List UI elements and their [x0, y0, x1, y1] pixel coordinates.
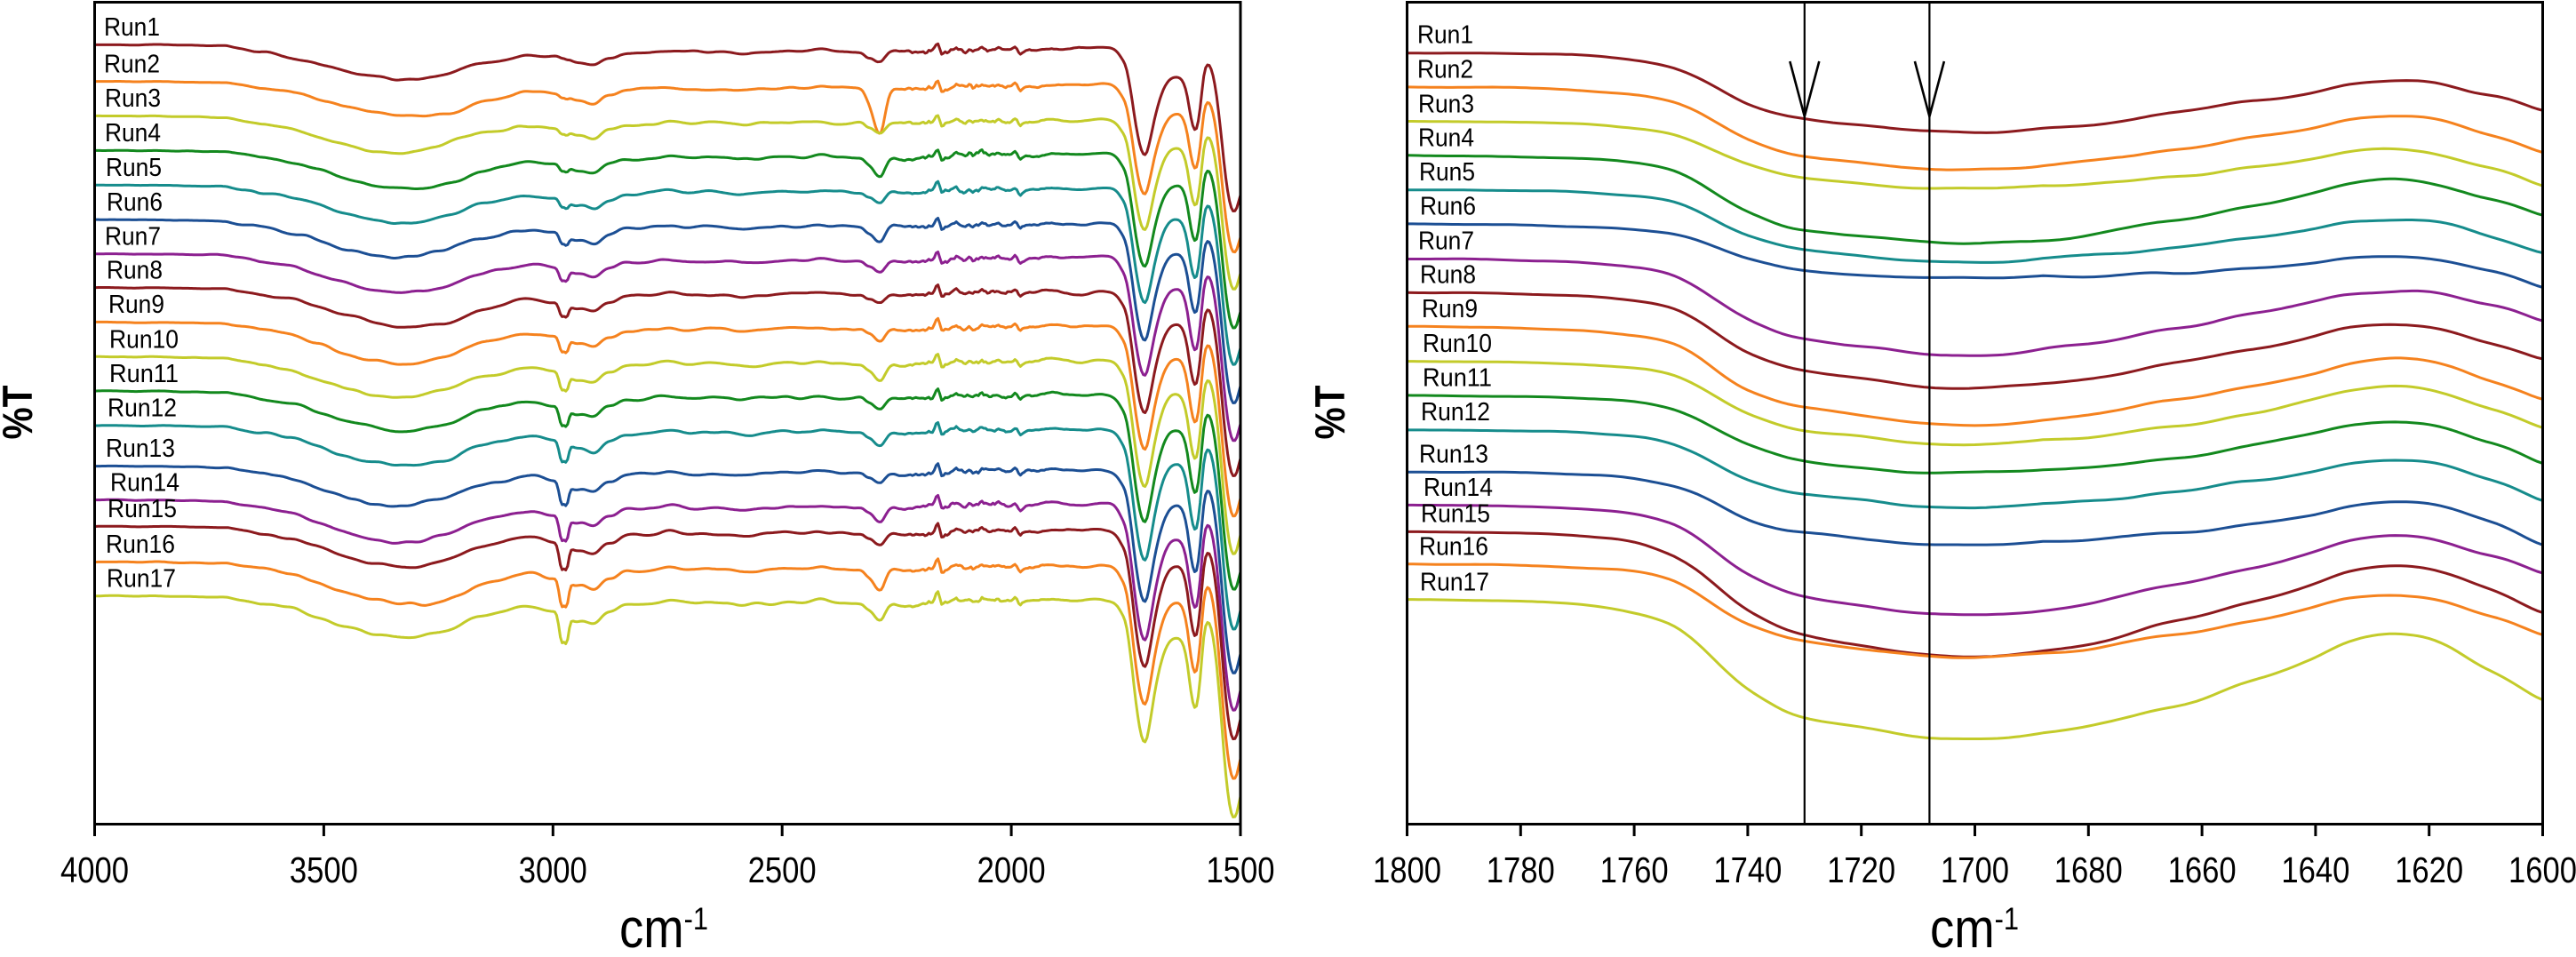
svg-text:Run15: Run15: [108, 495, 177, 523]
svg-text:Run13: Run13: [1419, 440, 1488, 468]
svg-text:Run2: Run2: [104, 50, 160, 78]
svg-text:Run1: Run1: [104, 13, 160, 42]
svg-text:Run8: Run8: [107, 256, 163, 284]
svg-text:Run15: Run15: [1421, 500, 1490, 529]
svg-text:1660: 1660: [2168, 849, 2237, 890]
svg-text:Run1: Run1: [1417, 21, 1473, 50]
svg-text:Run11: Run11: [109, 360, 179, 388]
svg-text:1720: 1720: [1827, 849, 1895, 890]
svg-text:4000: 4000: [60, 849, 129, 890]
svg-text:3500: 3500: [290, 849, 358, 890]
svg-text:1600: 1600: [2508, 849, 2576, 890]
svg-text:Run16: Run16: [1419, 532, 1488, 561]
svg-text:Run13: Run13: [106, 435, 175, 463]
svg-text:Run9: Run9: [1422, 295, 1478, 323]
svg-text:1800: 1800: [1373, 849, 1441, 890]
svg-text:Run4: Run4: [105, 119, 161, 148]
svg-text:Run17: Run17: [1420, 568, 1489, 596]
svg-text:Run10: Run10: [109, 325, 179, 354]
svg-text:Run5: Run5: [106, 154, 162, 182]
svg-text:2000: 2000: [977, 849, 1046, 890]
svg-text:1680: 1680: [2054, 849, 2123, 890]
svg-text:1500: 1500: [1207, 849, 1275, 890]
svg-text:Run12: Run12: [108, 395, 177, 423]
svg-text:1640: 1640: [2281, 849, 2349, 890]
svg-text:1780: 1780: [1487, 849, 1555, 890]
svg-text:Run14: Run14: [1424, 474, 1493, 502]
svg-text:1620: 1620: [2395, 849, 2463, 890]
svg-text:Run6: Run6: [107, 188, 163, 217]
svg-text:Run10: Run10: [1423, 330, 1492, 358]
svg-text:3000: 3000: [519, 849, 587, 890]
svg-text:1740: 1740: [1713, 849, 1782, 890]
svg-text:Run6: Run6: [1420, 193, 1476, 221]
svg-text:Run2: Run2: [1417, 56, 1473, 84]
svg-text:Run17: Run17: [107, 564, 176, 593]
svg-text:Run12: Run12: [1421, 398, 1490, 427]
svg-text:Run7: Run7: [1418, 227, 1474, 255]
svg-text:Run14: Run14: [110, 468, 179, 497]
svg-text:Run3: Run3: [105, 84, 161, 113]
svg-text:Run5: Run5: [1419, 158, 1475, 187]
svg-text:Run16: Run16: [106, 530, 175, 559]
svg-text:Run3: Run3: [1418, 90, 1474, 118]
svg-text:Run9: Run9: [108, 291, 164, 319]
svg-text:2500: 2500: [748, 849, 817, 890]
svg-text:Run7: Run7: [105, 222, 161, 251]
svg-text:%T: %T: [0, 385, 41, 439]
svg-text:1700: 1700: [1941, 849, 2009, 890]
svg-text:Run11: Run11: [1423, 363, 1492, 392]
svg-text:1760: 1760: [1600, 849, 1669, 890]
svg-text:Run8: Run8: [1420, 260, 1476, 289]
svg-text:Run4: Run4: [1418, 124, 1474, 152]
svg-text:%T: %T: [1306, 385, 1353, 439]
